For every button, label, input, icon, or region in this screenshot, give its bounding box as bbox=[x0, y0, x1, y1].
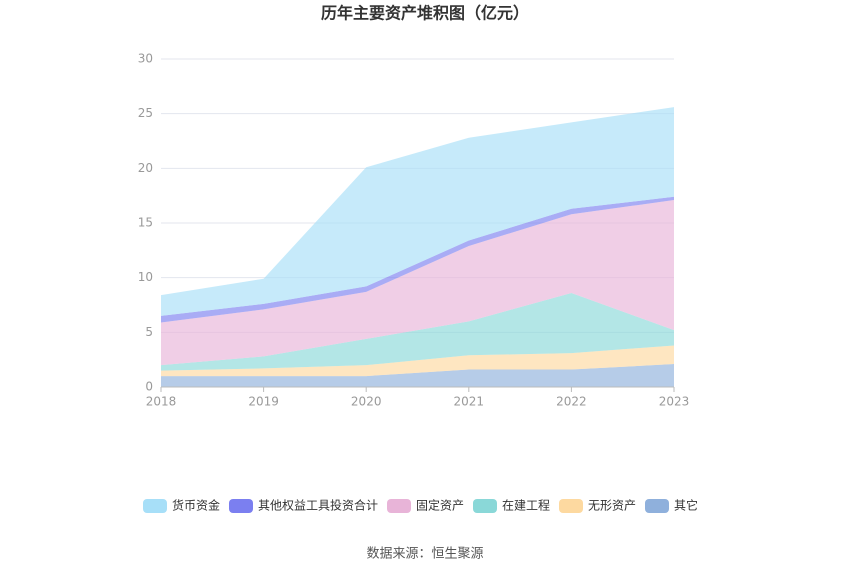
legend-label: 无形资产 bbox=[588, 499, 636, 513]
area bbox=[161, 200, 674, 366]
area bbox=[161, 196, 674, 323]
legend-swatch bbox=[473, 499, 498, 513]
source-note: 数据来源：恒生聚源 bbox=[366, 547, 483, 562]
x-tick-label: 2021 bbox=[454, 395, 485, 409]
x-tick-label: 2022 bbox=[556, 395, 587, 409]
legend-swatch bbox=[228, 499, 253, 513]
legend-swatch bbox=[645, 499, 670, 513]
y-tick-label: 15 bbox=[138, 216, 153, 230]
chart-title: 历年主要资产堆积图（亿元） bbox=[321, 4, 529, 23]
x-tick-label: 2020 bbox=[351, 395, 382, 409]
legend-label: 其它 bbox=[674, 498, 698, 513]
y-tick-label: 30 bbox=[138, 52, 153, 66]
area bbox=[161, 292, 674, 371]
legend-swatch bbox=[559, 499, 584, 513]
y-tick-label: 10 bbox=[138, 270, 153, 284]
x-tick-label: 2023 bbox=[659, 395, 690, 409]
y-tick-label: 5 bbox=[145, 325, 153, 339]
y-tick-label: 25 bbox=[138, 106, 153, 120]
x-tick-label: 2019 bbox=[248, 395, 279, 409]
legend-label: 其他权益工具投资合计 bbox=[258, 498, 378, 513]
area bbox=[161, 345, 674, 377]
legend-swatch bbox=[142, 499, 167, 513]
area bbox=[161, 364, 674, 387]
area bbox=[161, 107, 674, 316]
y-tick-label: 20 bbox=[138, 161, 153, 175]
y-tick-label: 0 bbox=[145, 380, 153, 394]
legend-label: 在建工程 bbox=[502, 498, 550, 513]
legend-label: 货币资金 bbox=[172, 498, 220, 513]
legend-swatch bbox=[387, 499, 411, 513]
legend-label: 固定资产 bbox=[416, 498, 464, 513]
x-tick-label: 2018 bbox=[146, 395, 177, 409]
